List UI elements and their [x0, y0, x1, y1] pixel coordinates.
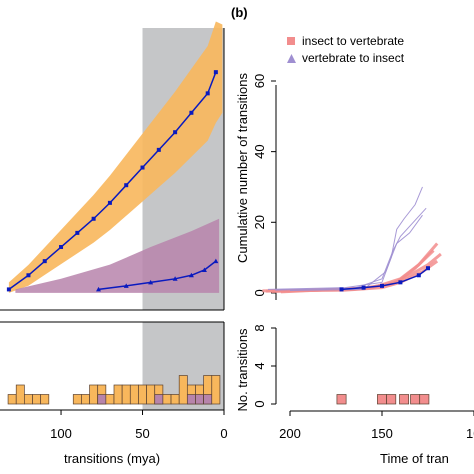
blue-series-point	[213, 70, 218, 75]
vertebrate-to-insect-trajectory	[289, 214, 423, 291]
blue-series-point	[107, 200, 112, 205]
legend-label-insect-to-vertebrate: insect to vertebrate	[302, 34, 404, 48]
histogram-bar-insect-to-vertebrate	[129, 384, 139, 405]
y-tick-label: 60	[252, 74, 267, 88]
histogram-bar-insect-to-vertebrate	[15, 384, 25, 405]
y-tick-label: 0	[252, 289, 267, 296]
histogram-bar-insect-to-vertebrate	[113, 384, 123, 405]
x-axis-label-a: transitions (mya)	[64, 451, 160, 466]
histogram-bar-insect-to-vertebrate	[419, 394, 430, 405]
blue-series-point	[156, 147, 161, 152]
panel-b-mean-series-point	[361, 285, 366, 290]
y-tick-label: 0	[252, 400, 267, 407]
blue-series-point	[6, 287, 11, 292]
histogram-bar-insect-to-vertebrate	[81, 394, 90, 405]
transition-trajectories	[262, 186, 442, 294]
histogram-bar-insect-to-vertebrate	[336, 394, 347, 405]
histogram-bar-insect-to-vertebrate	[32, 394, 42, 405]
panel-a-bottom-plot: 100 50 0 transitions (mya)	[0, 321, 228, 466]
y-tick-label: 8	[252, 324, 267, 331]
histogram-bar-insect-to-vertebrate	[211, 375, 221, 405]
histogram-bar-vertebrate-to-insect	[203, 394, 213, 405]
histogram-bar-insect-to-vertebrate	[24, 394, 33, 405]
panel-b-top-plot: (b) 0 20 40 60 Cumulative number of transit…	[231, 5, 442, 300]
histogram-bar-vertebrate-to-insect	[186, 394, 196, 405]
histogram-bar-insect-to-vertebrate	[105, 394, 115, 405]
y-tick-label: 4	[252, 362, 267, 369]
panel-b-bottom-plot: 0 4 8 No. transitions 200 150 10 Time of tra…	[235, 324, 474, 466]
purple-mean-series-point	[172, 276, 178, 281]
histogram-bar-insect-to-vertebrate	[377, 394, 387, 405]
purple-mean-series-point	[123, 283, 129, 288]
x-tick-label: 150	[371, 426, 393, 441]
histogram-bar-vertebrate-to-insect	[195, 394, 204, 405]
panel-b-mean-series-point	[426, 266, 430, 271]
orange-uncertainty-band	[8, 21, 223, 293]
blue-series-line	[8, 71, 217, 291]
x-tick-label: 50	[135, 426, 149, 441]
purple-mean-series-point	[188, 272, 194, 278]
blue-series-point	[59, 245, 64, 250]
histogram-bar-insect-to-vertebrate	[410, 394, 421, 405]
blue-series-point	[124, 183, 129, 188]
histogram-bar-insect-to-vertebrate	[72, 394, 82, 405]
blue-series-point	[140, 165, 145, 170]
insect-to-vertebrate-trajectory	[280, 242, 439, 294]
histogram-bar-insect-to-vertebrate	[138, 384, 147, 405]
blue-series-point	[189, 110, 194, 115]
histogram-bar-vertebrate-to-insect	[154, 394, 164, 405]
histogram-bar-insect-to-vertebrate	[40, 394, 50, 405]
histogram-bar-insect-to-vertebrate	[386, 394, 397, 405]
legend-label-vertebrate-to-insect: vertebrate to insect	[302, 51, 405, 65]
x-tick-label: 100	[50, 426, 72, 441]
histogram-bar-insect-to-vertebrate	[146, 384, 156, 405]
histogram-bar-insect-to-vertebrate	[178, 375, 188, 405]
legend-marker-insect-to-vertebrate	[287, 37, 295, 45]
panel-label-b: (b)	[231, 5, 248, 20]
y-tick-label: 40	[252, 144, 267, 158]
y-tick-label: 20	[252, 215, 267, 229]
blue-series-point	[42, 259, 47, 264]
histogram-bar-insect-to-vertebrate	[89, 384, 99, 405]
histogram-bar-insect-to-vertebrate	[162, 394, 172, 405]
x-tick-label: 200	[279, 426, 301, 441]
y-axis-label-b-bottom: No. transitions	[235, 328, 250, 412]
histogram-bar-insect-to-vertebrate	[7, 394, 17, 405]
purple-mean-series-point	[201, 267, 207, 272]
x-tick-label: 0	[220, 426, 227, 441]
histogram-bar-vertebrate-to-insect	[97, 394, 107, 405]
purple-mean-series-point	[148, 279, 154, 285]
blue-series-point	[75, 230, 80, 235]
panel-a-top-plot	[0, 21, 225, 311]
purple-mean-series-point	[96, 286, 102, 292]
histogram-bar-insect-to-vertebrate	[121, 384, 131, 405]
blue-series-point	[205, 91, 210, 96]
panel-b-mean-series-point	[380, 283, 384, 288]
blue-series-point	[26, 273, 31, 278]
blue-series-point	[91, 216, 96, 221]
histogram-bar-insect-to-vertebrate	[399, 394, 410, 405]
histogram-bar-insect-to-vertebrate	[170, 394, 180, 405]
vertebrate-to-insect-trajectory	[267, 186, 423, 290]
x-axis-label-b: Time of tran	[380, 451, 449, 466]
purple-uncertainty-band	[15, 218, 220, 293]
x-tick-label: 10	[466, 426, 474, 441]
panel-b-mean-series-point	[339, 287, 344, 292]
blue-series-point	[173, 130, 178, 135]
purple-mean-series-point	[213, 258, 219, 264]
y-axis-label-b: Cumulative number of transitions	[235, 72, 250, 263]
panel-b-mean-series-point	[416, 273, 421, 278]
insect-to-vertebrate-trajectory	[266, 252, 442, 293]
legend: insect to vertebrate vertebrate to insec…	[287, 34, 405, 65]
legend-marker-vertebrate-to-insect	[287, 54, 296, 63]
panel-b-mean-series-point	[398, 280, 403, 285]
